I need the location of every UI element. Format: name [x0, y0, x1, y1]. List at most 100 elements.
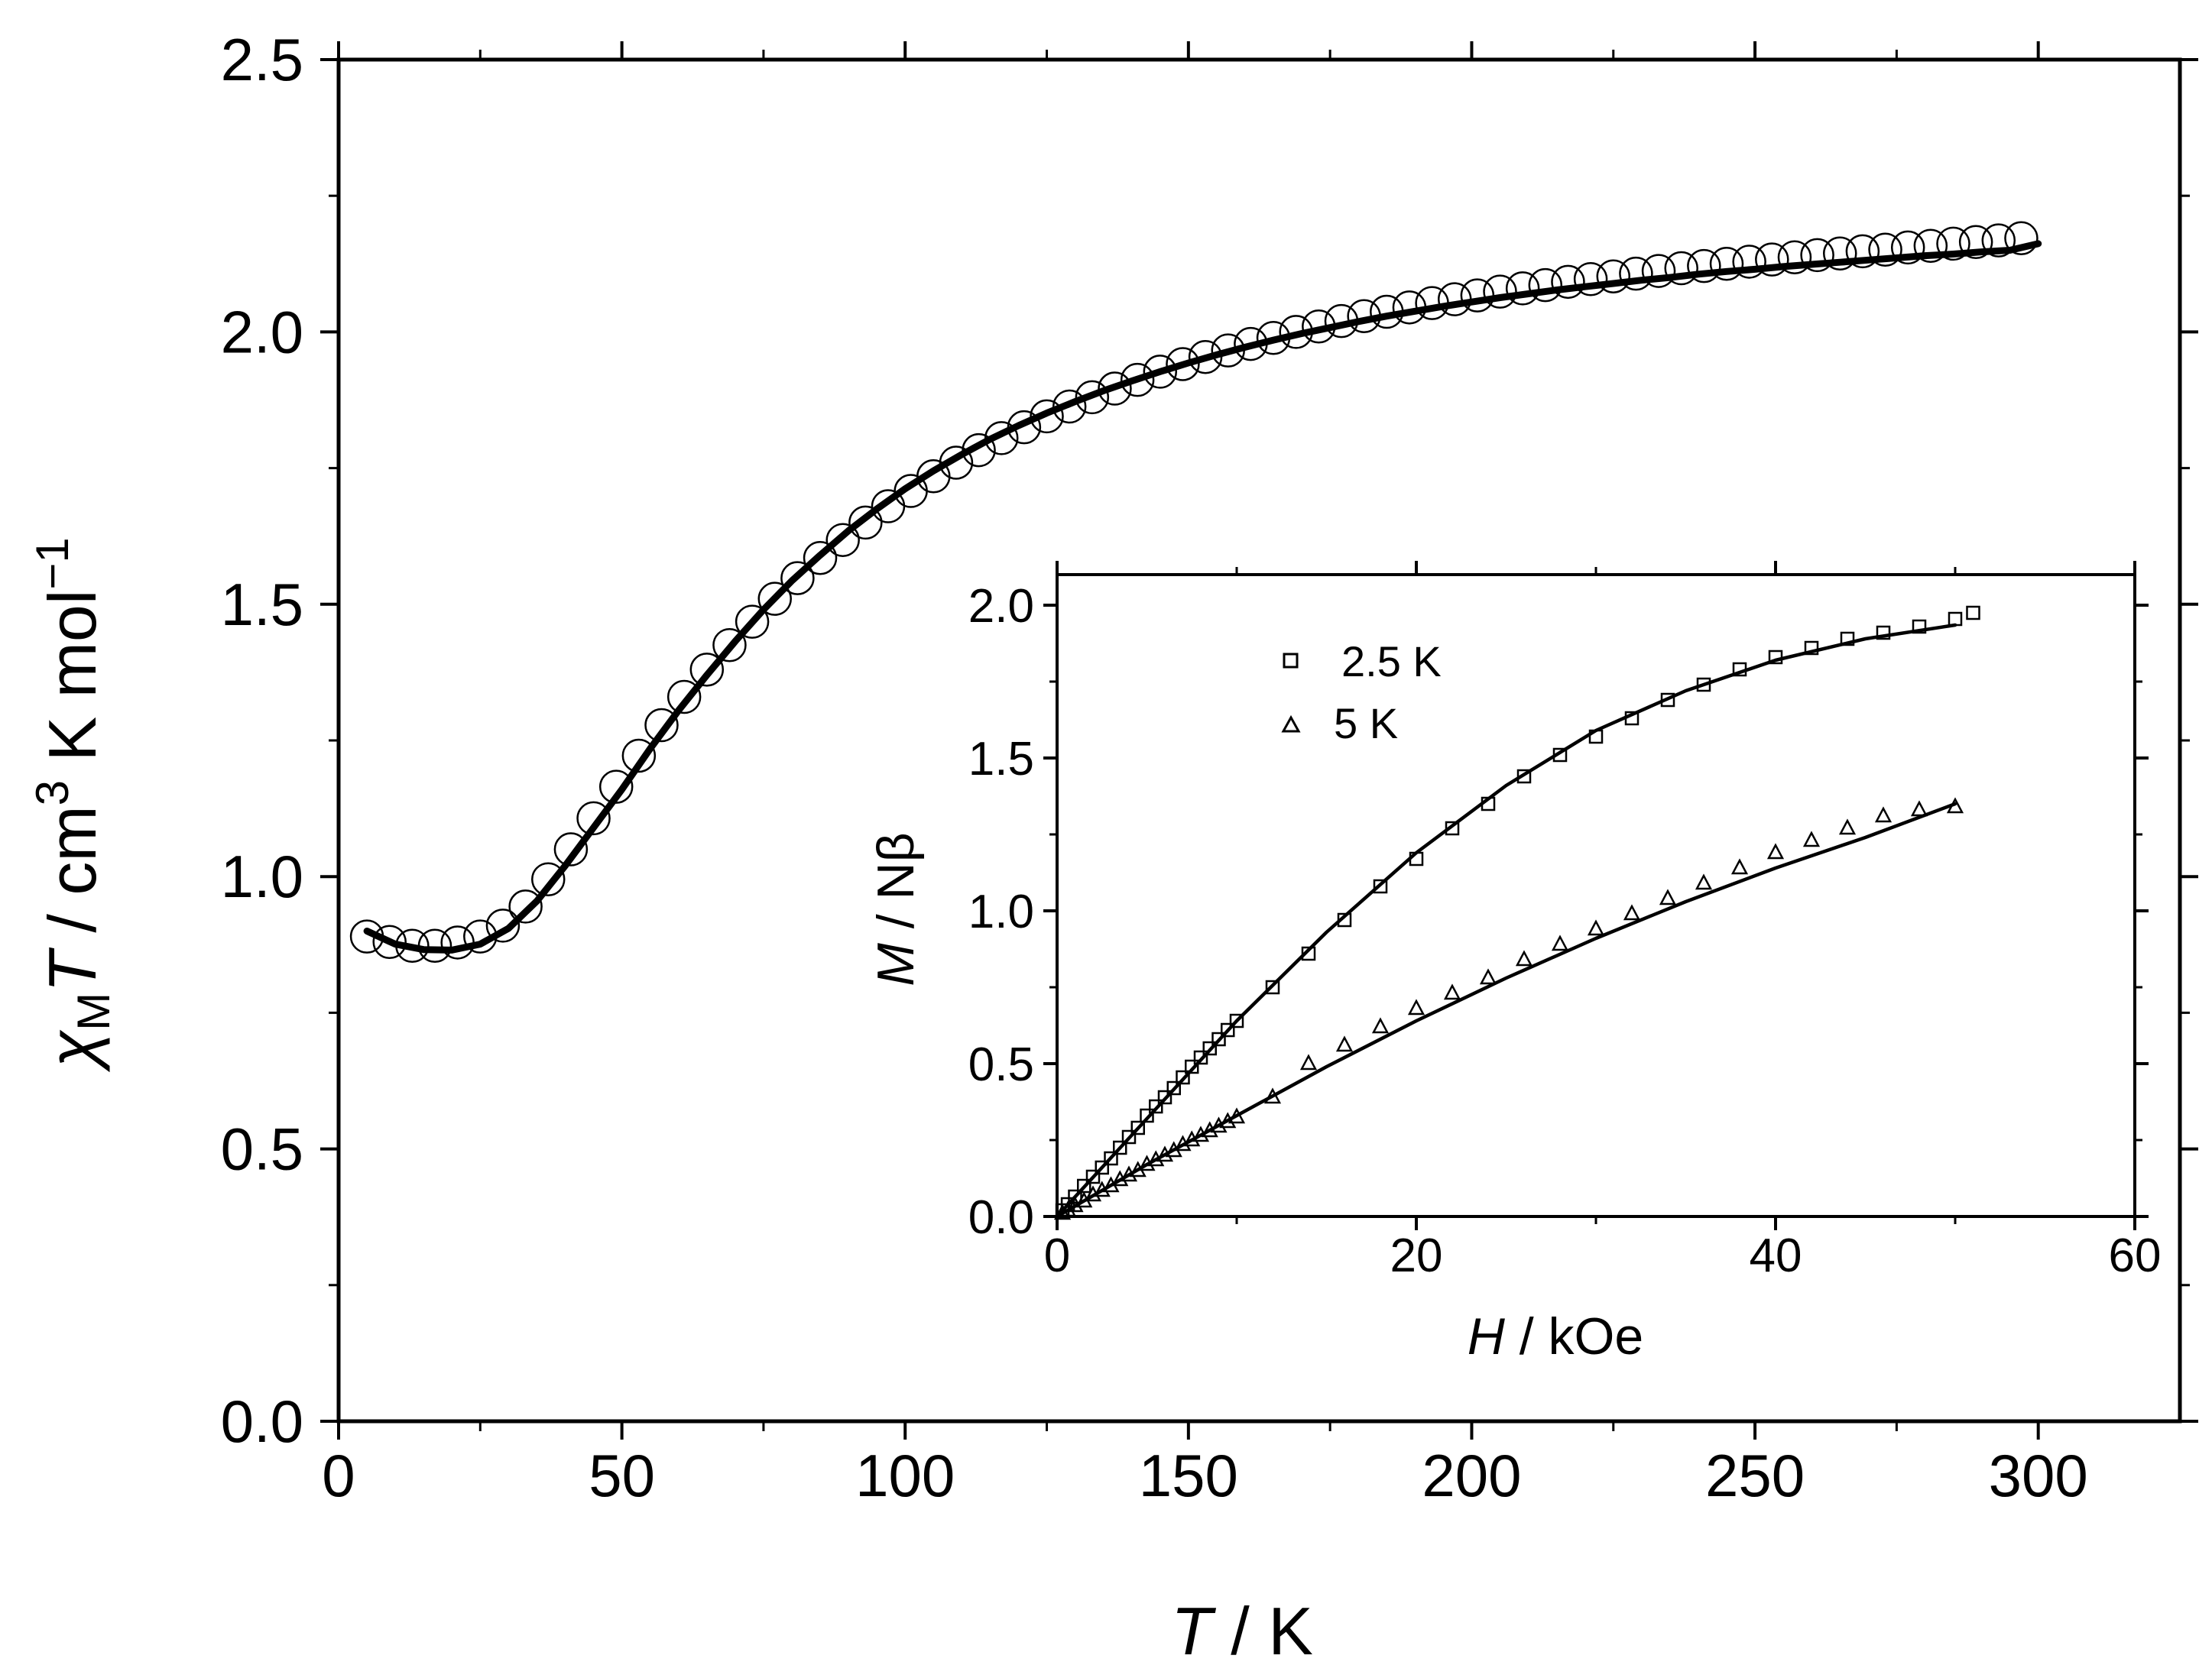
- inset-data-point-triangle: [1695, 873, 1713, 890]
- inset-data-point-square: [1193, 1050, 1208, 1065]
- main-data-point: [1166, 347, 1200, 381]
- main-data-point: [825, 523, 860, 557]
- inset-data-point-square: [1095, 1160, 1109, 1175]
- main-data-point: [553, 832, 589, 867]
- inset-data-point-triangle: [1371, 1017, 1390, 1034]
- main-x-axis-title-var: T: [1171, 1593, 1216, 1669]
- main-y-axis-chi-sub: M: [68, 993, 119, 1031]
- inset-data-point-square: [1130, 1120, 1145, 1135]
- inset-y-axis-title-var: M: [867, 943, 925, 986]
- main-data-point: [1732, 245, 1766, 279]
- main-data-point: [1868, 232, 1902, 267]
- inset-x-tick-label: 0: [1044, 1229, 1070, 1282]
- inset-legend: 2.5 K 5 K: [1281, 637, 1442, 747]
- inset-x-axis-title: H / kOe: [1468, 1307, 1644, 1365]
- inset-data-point-square: [1166, 1080, 1181, 1096]
- inset-y-tick-label: 0.5: [968, 1038, 1034, 1091]
- inset-x-tick-label: 40: [1750, 1229, 1802, 1282]
- legend-label-5k: 5 K: [1334, 699, 1398, 747]
- main-x-tick-label: 0: [322, 1442, 355, 1509]
- main-data-point: [1709, 247, 1744, 281]
- inset-data-point-square: [1185, 1059, 1199, 1074]
- inset-data-point-square: [1373, 879, 1388, 894]
- inset-data-point-square: [1265, 980, 1280, 995]
- main-data-point: [667, 679, 702, 714]
- main-y-tick-label: 2.5: [221, 26, 303, 93]
- main-data-point: [712, 628, 747, 662]
- main-data-point: [1528, 267, 1563, 303]
- inset-data-point-triangle: [1479, 968, 1497, 985]
- inset-data-point-square: [1149, 1099, 1163, 1114]
- main-y-tick-label: 0.5: [221, 1116, 303, 1183]
- inset-x-tick-label: 60: [2109, 1229, 2162, 1282]
- inset-data-point-triangle: [1299, 1054, 1318, 1071]
- main-data-point: [644, 708, 679, 743]
- inset-fit-line: [1055, 623, 1957, 1219]
- main-data-point: [1098, 371, 1132, 406]
- main-y-tick-label: 2.0: [221, 298, 303, 365]
- inset-data-point-triangle: [1407, 999, 1425, 1016]
- main-data-point: [621, 738, 657, 773]
- main-y-axis-unit2: K mol: [34, 590, 110, 780]
- main-x-tick-label: 250: [1705, 1442, 1805, 1509]
- main-x-tick-label: 150: [1139, 1442, 1238, 1509]
- inset-data-point-triangle: [1910, 800, 1928, 817]
- inset-data-point-square: [1840, 631, 1855, 646]
- main-data-point: [735, 604, 770, 639]
- main-x-axis-title-unit: / K: [1212, 1593, 1313, 1669]
- main-y-axis-chi: χ: [34, 1029, 110, 1073]
- main-y-axis-unit1: / cm: [34, 805, 110, 951]
- inset-data-point-square: [1176, 1070, 1190, 1085]
- main-data-point: [1913, 228, 1948, 264]
- main-data-point: [1030, 399, 1064, 434]
- main-data-point: [916, 459, 951, 494]
- main-data-point: [440, 925, 475, 960]
- inset-x-axis-title-var: H: [1468, 1307, 1506, 1365]
- main-data-point: [1687, 248, 1721, 283]
- main-data-point: [1619, 256, 1653, 291]
- inset-y-tick-label: 2.0: [968, 580, 1034, 633]
- main-y-axis-sup1: 3: [27, 780, 78, 805]
- main-data-point: [1505, 271, 1540, 306]
- main-data-point: [1800, 238, 1834, 273]
- inset-data-point-triangle: [1515, 950, 1533, 967]
- main-data-point: [576, 801, 611, 836]
- inset-data-point-square: [1211, 1032, 1226, 1047]
- inset-x-axis-title-unit: / kOe: [1505, 1307, 1643, 1365]
- main-x-tick-label: 50: [589, 1442, 655, 1509]
- inset-y-tick-label: 0.0: [968, 1191, 1034, 1244]
- inset-data-point-square: [1221, 1022, 1235, 1038]
- inset-data-point-triangle: [1335, 1035, 1354, 1052]
- main-y-tick-label: 0.0: [221, 1388, 303, 1455]
- inset-data-point-triangle: [1551, 935, 1569, 951]
- main-y-tick-label: 1.0: [221, 843, 303, 910]
- inset-data-point-square: [1068, 1189, 1082, 1204]
- inset-data-point-square: [1876, 625, 1891, 640]
- main-data-point: [1845, 234, 1880, 269]
- main-fit-line: [363, 240, 2042, 954]
- main-data-point: [1777, 240, 1812, 274]
- inset-fit-line: [1055, 802, 1957, 1219]
- main-x-tick-label: 200: [1422, 1442, 1521, 1509]
- inset-y-axis-title-unit: / Nβ: [867, 832, 925, 943]
- inset-data-point-square: [1104, 1151, 1118, 1166]
- inset-data-point-square: [1804, 640, 1819, 656]
- inset-data-point-square: [1140, 1108, 1154, 1123]
- inset-x-tick-label: 20: [1390, 1229, 1443, 1282]
- main-data-point: [1596, 259, 1631, 293]
- main-data-point: [1755, 242, 1789, 277]
- main-data-point: [1551, 264, 1585, 300]
- inset-data-point-square: [1912, 619, 1927, 634]
- main-data-point: [1143, 355, 1178, 389]
- main-data-point: [2004, 221, 2038, 256]
- main-data-point: [1460, 278, 1495, 313]
- inset-y-axis-title: M / Nβ: [867, 832, 925, 986]
- main-y-axis-T: T: [34, 948, 110, 993]
- main-data-point: [1958, 225, 1993, 260]
- inset-data-point-triangle: [1730, 858, 1749, 875]
- inset-data-point-triangle: [1766, 843, 1785, 860]
- main-data-point: [848, 505, 883, 540]
- inset-data-point-triangle: [1443, 983, 1461, 1000]
